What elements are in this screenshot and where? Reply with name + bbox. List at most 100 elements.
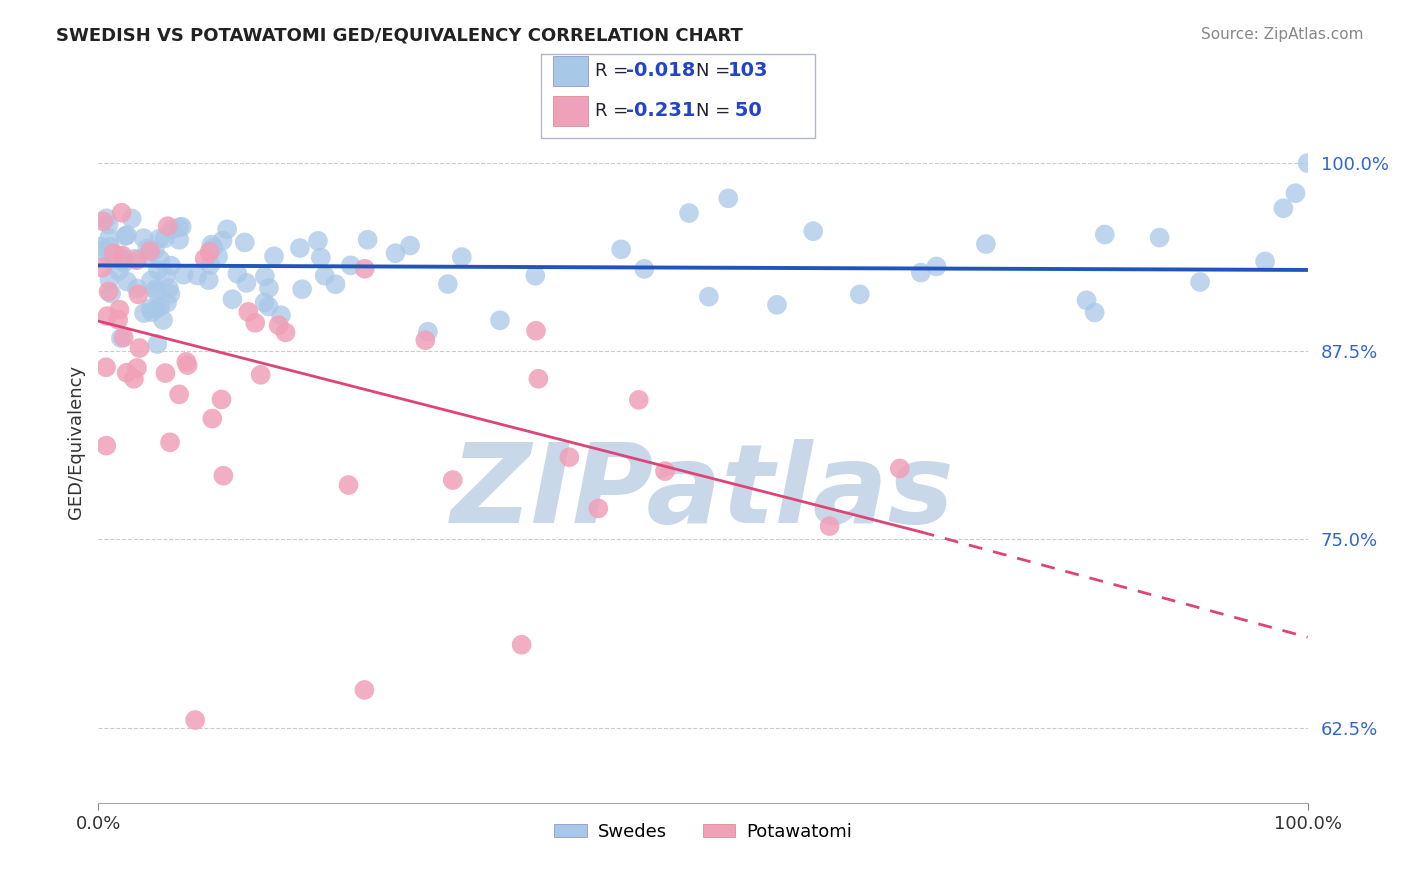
Point: [153, 231, 176, 245]
Text: 103: 103: [728, 62, 769, 80]
Point: [148, 231, 170, 245]
Point: [139, 273, 162, 287]
Point: [353, 682, 375, 697]
Point: [925, 260, 948, 274]
Text: -0.231: -0.231: [626, 101, 695, 120]
Point: [112, 330, 135, 344]
Point: [257, 281, 280, 295]
Point: [1296, 156, 1319, 170]
Text: N =: N =: [696, 102, 735, 120]
Point: [167, 387, 190, 401]
Point: [450, 250, 472, 264]
Point: [111, 205, 134, 219]
Point: [288, 241, 311, 255]
Point: [155, 269, 177, 284]
Point: [212, 468, 235, 483]
Point: [149, 252, 172, 267]
Point: [125, 253, 148, 268]
Point: [356, 233, 378, 247]
Point: [207, 249, 229, 263]
Point: [416, 325, 439, 339]
Point: [122, 372, 145, 386]
Point: [115, 228, 138, 243]
Point: [186, 268, 208, 283]
Point: [249, 368, 271, 382]
Point: [98, 240, 121, 254]
Point: [221, 293, 243, 307]
Point: [184, 713, 207, 727]
Point: [96, 309, 118, 323]
Legend: Swedes, Potawatomi: Swedes, Potawatomi: [547, 815, 859, 848]
Point: [910, 266, 932, 280]
Point: [160, 222, 183, 236]
Point: [678, 206, 700, 220]
Point: [217, 222, 239, 236]
Point: [108, 302, 131, 317]
Point: [132, 306, 155, 320]
Point: [818, 519, 841, 533]
Point: [558, 450, 581, 465]
Point: [91, 244, 114, 258]
Point: [159, 287, 181, 301]
Point: [174, 355, 197, 369]
Point: [801, 224, 824, 238]
Point: [145, 301, 167, 316]
Point: [167, 220, 190, 235]
Point: [124, 252, 146, 266]
Point: [156, 219, 179, 234]
Point: [173, 268, 195, 282]
Point: [253, 295, 276, 310]
Point: [108, 264, 131, 278]
Point: [1284, 186, 1306, 201]
Point: [211, 392, 233, 407]
Point: [108, 249, 131, 263]
Point: [98, 253, 121, 268]
Point: [524, 268, 547, 283]
Point: [510, 638, 533, 652]
Point: [415, 333, 437, 347]
Point: [127, 287, 149, 301]
Point: [588, 501, 610, 516]
Point: [1254, 254, 1277, 268]
Point: [197, 273, 219, 287]
Point: [198, 244, 221, 259]
Point: [889, 461, 911, 475]
Point: [314, 268, 336, 283]
Point: [105, 252, 128, 267]
Point: [97, 285, 120, 299]
Point: [100, 286, 122, 301]
Point: [235, 276, 257, 290]
Point: [176, 358, 198, 372]
Point: [170, 219, 193, 234]
Point: [155, 366, 177, 380]
Point: [257, 300, 280, 314]
Point: [974, 237, 997, 252]
Point: [156, 295, 179, 310]
Point: [309, 251, 332, 265]
Point: [766, 298, 789, 312]
Point: [1189, 275, 1212, 289]
Text: Source: ZipAtlas.com: Source: ZipAtlas.com: [1201, 27, 1364, 42]
Point: [143, 243, 166, 257]
Point: [160, 259, 183, 273]
Point: [96, 439, 118, 453]
Point: [146, 285, 169, 299]
Text: R =: R =: [595, 102, 634, 120]
Point: [633, 261, 655, 276]
Point: [98, 272, 121, 286]
Point: [111, 248, 134, 262]
Point: [90, 240, 112, 254]
Point: [114, 229, 136, 244]
Point: [136, 249, 159, 263]
Point: [384, 246, 406, 260]
Point: [238, 305, 260, 319]
Point: [610, 243, 633, 257]
Point: [211, 234, 233, 248]
Text: SWEDISH VS POTAWATOMI GED/EQUIVALENCY CORRELATION CHART: SWEDISH VS POTAWATOMI GED/EQUIVALENCY CO…: [56, 27, 744, 45]
Point: [353, 261, 375, 276]
Point: [139, 301, 162, 316]
Point: [159, 435, 181, 450]
Point: [270, 308, 292, 322]
Point: [103, 246, 125, 260]
Point: [94, 360, 117, 375]
